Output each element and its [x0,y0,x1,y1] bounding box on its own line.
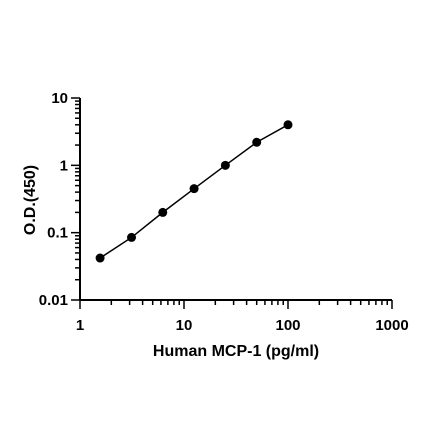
data-point [158,207,168,217]
data-point [95,253,105,263]
x-tick-label: 1 [76,317,84,334]
x-tick-label: 1000 [375,317,408,334]
y-tick-label: 0.01 [39,292,68,309]
x-tick-label: 100 [275,317,300,334]
points-layer [95,120,293,263]
x-tick-label: 10 [176,317,193,334]
data-point [127,232,137,242]
y-tick-label: 10 [51,90,68,107]
y-tick-label: 1 [60,157,68,174]
y-axis-title: O.D.(450) [22,165,39,235]
tick-marks [71,97,393,309]
y-tick-label: 0.1 [47,225,68,242]
data-point [220,160,230,170]
axes [79,98,392,301]
data-point [189,184,199,194]
labels-layer: Human MCP-1 (pg/ml) O.D.(450) 1 10 100 1000… [22,90,409,360]
data-point [283,120,293,130]
x-axis-title: Human MCP-1 (pg/ml) [153,343,319,360]
data-point [252,137,262,147]
